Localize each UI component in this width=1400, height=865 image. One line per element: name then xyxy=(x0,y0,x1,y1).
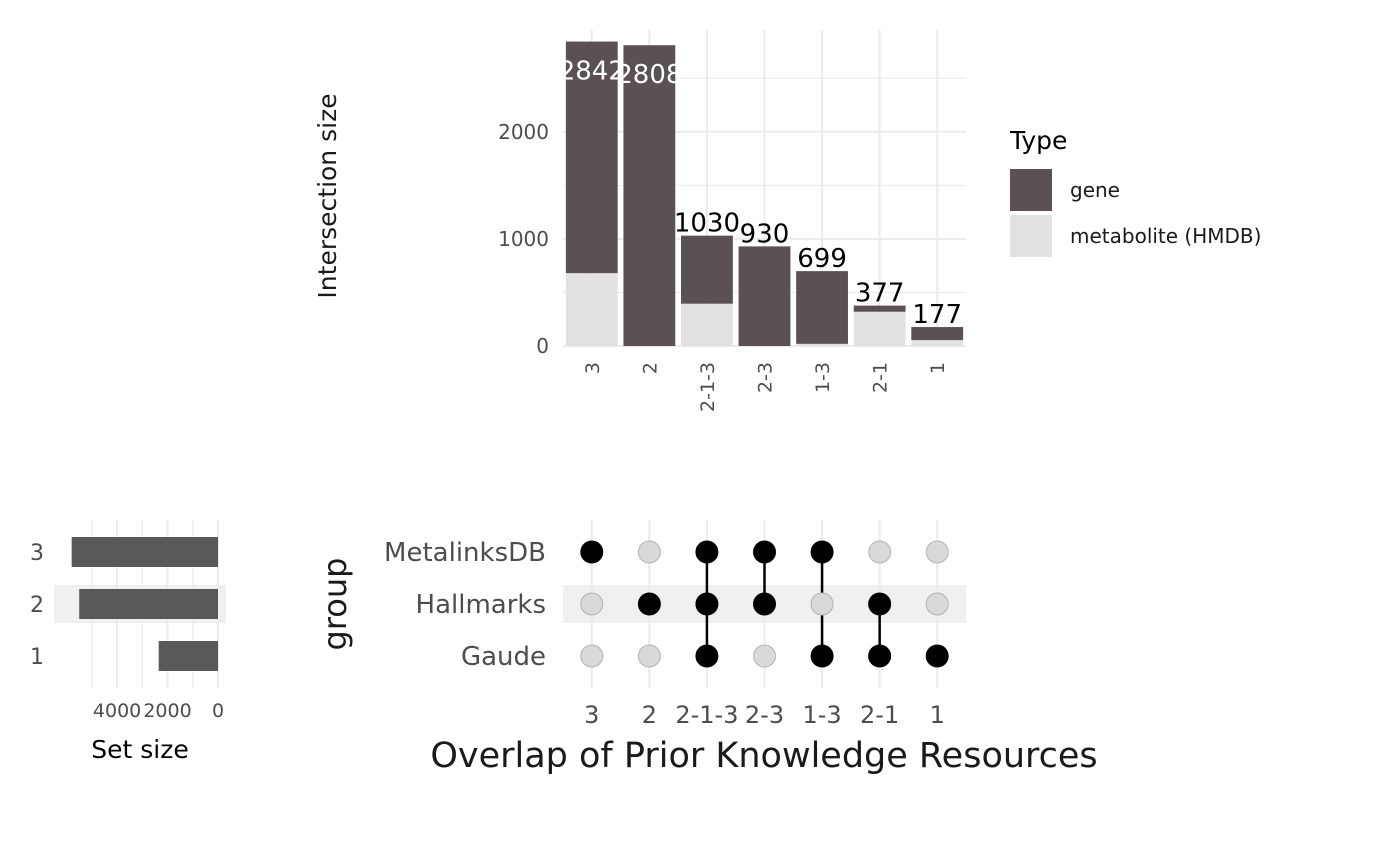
matrix-dot-filled xyxy=(925,644,949,668)
x-tick-label: 2-3 xyxy=(755,362,777,393)
bar-gene xyxy=(911,327,964,341)
group-axis-label: group xyxy=(316,558,354,651)
legend-swatch-gene xyxy=(1010,169,1052,211)
matrix-column-label: 2-1 xyxy=(860,701,899,729)
matrix-dot-filled xyxy=(695,592,719,616)
legend-item-metabolite: metabolite (HMDB) xyxy=(1010,213,1261,259)
matrix-dot-empty xyxy=(580,644,604,668)
set-tick-label: 1 xyxy=(30,645,44,670)
matrix-dot-filled xyxy=(868,644,892,668)
bar-metabolite xyxy=(681,303,733,346)
matrix-dot-empty xyxy=(580,592,604,616)
matrix-dot-filled xyxy=(637,592,661,616)
legend-title: Type xyxy=(1010,126,1068,155)
type-legend: Type gene metabolite (HMDB) xyxy=(1010,126,1261,259)
matrix-row-label: Gaude xyxy=(461,642,546,672)
bar-metabolite xyxy=(911,340,964,346)
matrix-row-label: Hallmarks xyxy=(416,590,546,620)
matrix-column-label: 1-3 xyxy=(802,701,841,729)
matrix-dot-filled xyxy=(580,540,604,564)
bar-gene xyxy=(623,45,676,346)
matrix-dot-filled xyxy=(695,540,719,564)
matrix-dot-empty xyxy=(753,644,776,668)
set-tick-label: 2 xyxy=(30,593,44,618)
y-tick-label: 1000 xyxy=(498,227,549,251)
bar-total-label: 377 xyxy=(855,279,905,309)
matrix-column-label: 2-3 xyxy=(745,701,784,729)
bar-total-label: 2808 xyxy=(616,60,682,90)
set-size-bar xyxy=(71,537,219,567)
overlap-axis-title: Overlap of Prior Knowledge Resources xyxy=(430,736,1097,776)
intersection-size-axis-label: Intersection size xyxy=(313,93,342,298)
matrix-column-label: 1 xyxy=(930,701,945,729)
set-tick-label: 3 xyxy=(30,541,44,566)
set-x-tick-label: 2000 xyxy=(143,700,191,722)
legend-item-gene: gene xyxy=(1010,167,1261,213)
matrix-column-label: 2 xyxy=(642,701,657,729)
set-x-tick-label: 4000 xyxy=(93,700,141,722)
bar-gene xyxy=(565,41,618,274)
x-tick-label: 2-1-3 xyxy=(697,362,719,412)
bar-gene xyxy=(681,235,733,304)
matrix-column-label: 2-1-3 xyxy=(675,701,738,729)
y-tick-label: 0 xyxy=(536,334,549,358)
bar-total-label: 177 xyxy=(912,300,962,330)
matrix-dot-empty xyxy=(810,592,834,616)
bar-gene xyxy=(738,246,791,346)
matrix-dot-filled xyxy=(753,540,776,564)
bar-total-label: 699 xyxy=(797,244,847,274)
x-tick-label: 1-3 xyxy=(812,362,834,393)
bar-total-label: 2842 xyxy=(559,57,625,87)
intersection-matrix-panel: MetalinksDB Hallmarks Gaude 3 2 2-1-3 2-3 1-3 2-… xyxy=(384,520,966,729)
matrix-dot-empty xyxy=(925,592,949,616)
set-size-bar xyxy=(79,589,218,619)
bar-gene xyxy=(853,305,906,312)
x-tick-label: 3 xyxy=(582,362,604,374)
matrix-dot-empty xyxy=(925,540,949,564)
bar-metabolite xyxy=(853,311,906,346)
bar-total-label: 930 xyxy=(740,219,790,249)
legend-swatch-metabolite xyxy=(1010,215,1052,257)
bar-metabolite xyxy=(796,343,848,346)
bar-total-label: 1030 xyxy=(674,209,740,239)
matrix-dot-empty xyxy=(868,540,892,564)
set-x-tick-label: 0 xyxy=(212,700,224,722)
matrix-dot-empty xyxy=(637,540,661,564)
x-tick-label: 2-1 xyxy=(870,362,892,393)
matrix-dot-filled xyxy=(695,644,719,668)
matrix-dot-filled xyxy=(753,592,776,616)
set-size-panel: 3 2 1 4000 2000 0 xyxy=(30,520,226,722)
x-tick-label: 1 xyxy=(927,362,949,374)
matrix-dot-filled xyxy=(810,644,834,668)
x-tick-label: 2 xyxy=(639,362,661,374)
set-size-bar xyxy=(158,641,218,671)
matrix-column-label: 3 xyxy=(584,701,599,729)
set-size-axis-label: Set size xyxy=(91,735,188,764)
matrix-dot-filled xyxy=(810,540,834,564)
legend-label-gene: gene xyxy=(1070,178,1120,202)
legend-label-metabolite: metabolite (HMDB) xyxy=(1070,224,1262,248)
bar-gene xyxy=(796,271,848,344)
y-tick-label: 2000 xyxy=(498,120,549,144)
matrix-dot-filled xyxy=(868,592,892,616)
matrix-row-label: MetalinksDB xyxy=(384,538,546,568)
bar-metabolite xyxy=(565,273,618,346)
matrix-dot-empty xyxy=(637,644,661,668)
